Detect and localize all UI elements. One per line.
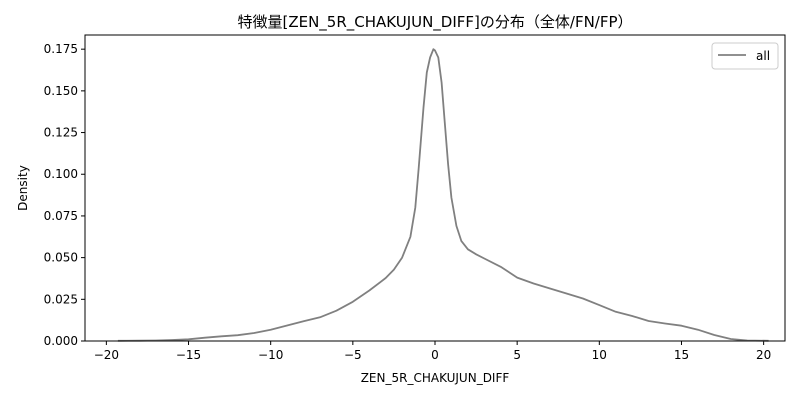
x-axis: −20 −15 −10 −5 0 5 10 15 20 [94, 341, 771, 362]
plot-area: −20 −15 −10 −5 0 5 10 15 20 0.000 0.025 0.050 0.075… [44, 34, 786, 362]
legend: all [711, 42, 779, 70]
chart-title: 特徴量[ZEN_5R_CHAKUJUN_DIFF]の分布（全体/FN/FP） [237, 13, 632, 32]
plot-frame [84, 34, 786, 342]
y-axis: 0.000 0.025 0.050 0.075 0.100 0.125 0.150 0.175 [44, 42, 85, 348]
y-tick-label: 0.050 [44, 251, 78, 265]
y-tick-label: 0.075 [44, 209, 78, 223]
series-layer [117, 48, 769, 342]
x-axis-label: ZEN_5R_CHAKUJUN_DIFF [361, 371, 510, 385]
legend-box [711, 42, 779, 70]
y-tick-label: 0.125 [44, 126, 78, 140]
x-tick-label: −5 [344, 348, 362, 362]
series-line-all [117, 48, 769, 342]
x-tick-label: 0 [431, 348, 439, 362]
y-axis-label: Density [16, 165, 30, 211]
x-tick-label: −10 [258, 348, 283, 362]
y-tick-label: 0.100 [44, 167, 78, 181]
x-tick-label: −15 [176, 348, 201, 362]
y-tick-label: 0.025 [44, 292, 78, 306]
y-tick-label: 0.000 [44, 334, 78, 348]
y-tick-label: 0.150 [44, 84, 78, 98]
x-tick-label: −20 [94, 348, 119, 362]
x-tick-label: 5 [513, 348, 521, 362]
y-tick-label: 0.175 [44, 42, 78, 56]
legend-label-all: all [756, 49, 770, 63]
x-tick-label: 15 [674, 348, 689, 362]
x-tick-label: 20 [756, 348, 771, 362]
x-tick-label: 10 [592, 348, 607, 362]
